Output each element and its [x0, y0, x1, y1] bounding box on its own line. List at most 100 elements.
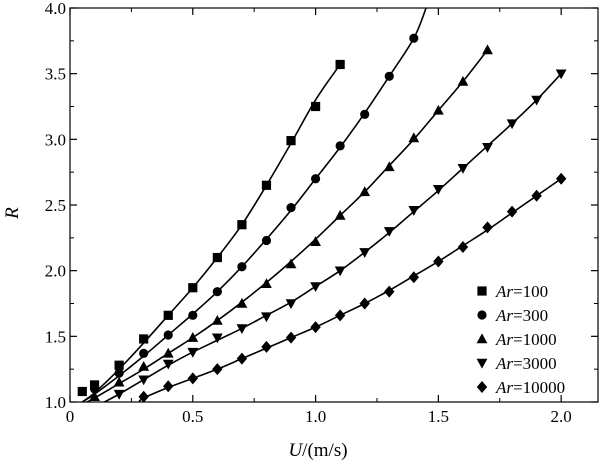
- legend-var: Ar: [495, 378, 513, 397]
- x-tick-label: 0.5: [182, 407, 203, 426]
- legend-value: =300: [513, 306, 548, 325]
- legend-var: Ar: [495, 330, 513, 349]
- data-point: [237, 220, 247, 230]
- x-axis-unit: /(m/s): [302, 440, 347, 461]
- data-point: [482, 44, 493, 55]
- legend-marker: [476, 333, 488, 344]
- data-point: [359, 186, 371, 197]
- data-point: [383, 227, 395, 237]
- x-tick-label: 1.0: [305, 407, 326, 426]
- x-tick-label: 2.0: [551, 407, 572, 426]
- legend-markers: [476, 286, 488, 393]
- legend-marker: [477, 310, 487, 320]
- legend-var: Ar: [495, 354, 513, 373]
- data-point: [360, 109, 370, 119]
- data-point: [310, 174, 321, 184]
- data-point: [334, 309, 346, 322]
- data-point: [432, 104, 444, 115]
- data-point: [188, 310, 198, 320]
- data-point: [139, 334, 149, 344]
- data-point: [187, 347, 199, 358]
- data-point: [236, 352, 248, 365]
- legend-marker: [476, 358, 488, 369]
- data-point: [162, 359, 174, 370]
- data-point: [211, 333, 223, 344]
- data-point: [236, 324, 248, 335]
- data-point: [139, 348, 149, 359]
- data-point: [285, 258, 297, 269]
- data-point: [113, 389, 125, 400]
- data-point: [457, 164, 469, 174]
- data-point: [432, 185, 444, 195]
- legend-marker: [477, 286, 487, 296]
- data-point: [138, 375, 150, 386]
- data-point: [138, 390, 149, 403]
- data-point: [286, 203, 296, 213]
- data-point: [114, 360, 124, 370]
- data-point: [286, 136, 296, 146]
- legend-value: =100: [513, 282, 548, 301]
- data-point: [408, 132, 420, 143]
- data-point: [163, 330, 173, 340]
- data-point: [531, 95, 543, 106]
- x-tick-label: 1.5: [428, 407, 449, 426]
- data-point: [212, 363, 223, 376]
- y-tick-label: 1.0: [45, 393, 66, 412]
- data-point: [359, 248, 371, 258]
- data-point: [335, 59, 345, 70]
- legend-label: Ar=100: [495, 282, 548, 301]
- series-line: [81, 7, 427, 403]
- data-point: [163, 310, 173, 320]
- data-point: [457, 241, 469, 254]
- data-point: [113, 376, 125, 387]
- ticks-layer: [69, 7, 598, 403]
- data-point: [555, 172, 567, 185]
- markers-layer: [77, 33, 567, 403]
- legend-label: Ar=300: [495, 306, 548, 325]
- data-point: [408, 271, 420, 284]
- data-point: [359, 297, 370, 310]
- data-point: [138, 360, 150, 371]
- data-point: [506, 119, 518, 130]
- data-point: [310, 282, 321, 293]
- legend-marker: [476, 381, 488, 393]
- data-point: [236, 297, 248, 308]
- data-point: [334, 266, 346, 277]
- y-tick-label: 2.0: [45, 262, 66, 281]
- x-axis-title: U/(m/s): [288, 440, 347, 461]
- data-point: [310, 236, 321, 246]
- data-point: [335, 141, 345, 151]
- legend-value: =10000: [513, 378, 565, 397]
- data-point: [237, 262, 247, 272]
- data-point: [384, 71, 394, 81]
- data-point: [212, 287, 222, 297]
- legend-var: Ar: [495, 306, 513, 325]
- data-point: [482, 221, 493, 234]
- data-point: [531, 189, 542, 202]
- data-point: [89, 391, 100, 401]
- data-point: [261, 340, 272, 353]
- data-point: [77, 386, 87, 397]
- y-axis-title: R: [2, 207, 23, 220]
- data-point: [261, 180, 272, 190]
- y-tick-label: 1.5: [45, 327, 66, 346]
- data-point: [114, 368, 124, 378]
- data-point: [285, 299, 297, 310]
- data-point: [187, 332, 199, 342]
- y-tick-label: 3.0: [45, 130, 66, 149]
- data-point: [334, 209, 346, 220]
- data-point: [261, 235, 272, 246]
- x-tick-labels: 0 0.5 1.0 1.5 2.0: [66, 407, 572, 426]
- legend-value: =3000: [513, 354, 557, 373]
- data-point: [482, 143, 493, 153]
- data-point: [409, 33, 419, 43]
- data-point: [285, 331, 297, 344]
- data-point: [506, 205, 518, 218]
- data-point: [212, 252, 222, 263]
- data-point: [433, 255, 444, 268]
- legend-value: =1000: [513, 330, 557, 349]
- legend-var: Ar: [495, 282, 513, 301]
- legend-label: Ar=3000: [495, 354, 557, 373]
- x-axis-variable: U: [288, 440, 303, 461]
